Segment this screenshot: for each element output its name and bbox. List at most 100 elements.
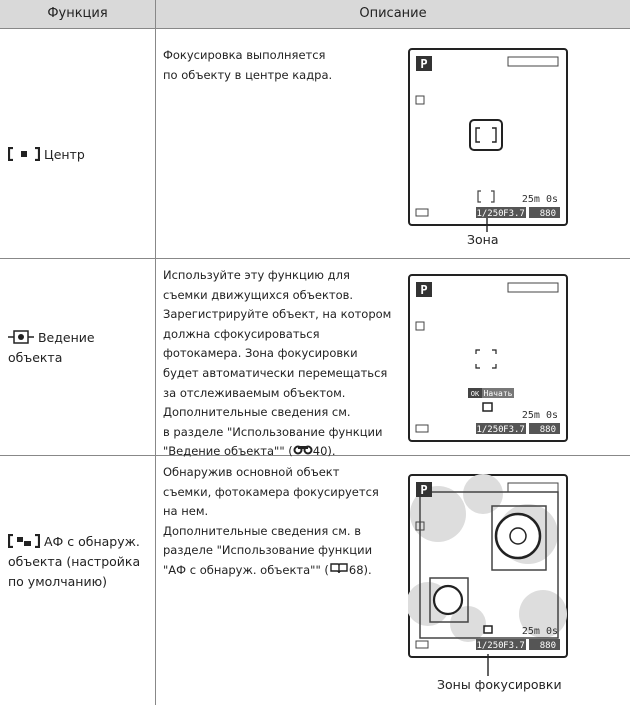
mode-box [416,482,432,497]
aperture: F3.7 [503,641,525,651]
camera-icon [482,402,493,412]
description-line: должна сфокусироваться [163,326,320,341]
description-line: в разделе "Использование функции [163,424,383,439]
side-icon [415,521,425,531]
exposure-box [476,207,526,218]
mode-box [416,282,432,297]
header-function: Функция [47,6,108,21]
background-leaf [450,606,486,642]
shots-box [529,207,560,218]
description: Обнаружив основной объект съемки, фотока… [163,463,379,581]
time: 25m 0s [522,410,558,421]
icon-ref [293,445,313,455]
subject-center [509,527,527,545]
function-text: АФ с обнаруж. [43,534,140,549]
description-line: съемки движущихся объектов. [163,287,354,302]
function-text: Центр [43,147,85,162]
description: Фокусировка выполняется по объекту в цен… [163,46,332,85]
mode: P [420,283,427,297]
shots-box [529,639,560,650]
focus-frame [491,505,547,571]
column-line [155,0,156,705]
camera-screen: P 1/250 F3.7 880 25m 0s [408,474,568,658]
function-text: по умолчанию) [8,574,107,589]
description-line: на нем. [163,504,209,519]
description-line: "АФ с обнаруж. объекта"" ( 68). [163,561,379,581]
shots: 880 [540,641,556,651]
side-icon [415,321,425,331]
time: 25m 0s [522,194,558,205]
function-label: Ведение объекта [8,328,95,368]
row-line [0,455,630,456]
icon-book [330,563,348,574]
header-bar [0,0,630,28]
focus-frame [429,577,469,623]
af-icon [477,190,495,203]
description: Используйте эту функцию для съемки движу… [163,266,391,462]
icon-subject [7,533,41,549]
mode: P [420,57,427,71]
description-line: по объекту в центре кадра. [163,67,333,82]
header-description: Описание [359,6,427,21]
background-leaf [463,474,503,514]
description-line: Зарегистрируйте объект, на котором [163,307,392,322]
camera-icon [483,625,493,634]
callout-line [486,218,488,232]
subject [432,584,464,616]
function-label: АФ с обнаруж. объекта (настройка по умол… [7,532,141,592]
function-label: Центр [7,145,85,165]
text: 68). [348,562,372,577]
shots-box [529,423,560,434]
callout-line [487,654,489,676]
row-line [0,28,630,29]
text: "Ведение объекта"" ( [163,444,293,459]
function-text: объекта [8,350,63,365]
start-box [482,388,514,398]
mode-box [416,56,432,71]
description-line: фотокамера. Зона фокусировки [163,346,358,361]
status-icons [507,282,559,293]
battery [415,208,429,217]
shots: 880 [540,209,556,219]
row-line [0,258,630,259]
background-leaf [519,590,567,638]
screen-frame [408,48,568,226]
description-line: Дополнительные сведения см. [163,405,351,420]
description-line: Фокусировка выполняется [163,48,326,62]
focus-corners [475,349,497,369]
ok: OK [471,390,480,398]
description-line: разделе "Использование функции [163,543,373,558]
battery [415,424,429,433]
function-text: Ведение [37,330,95,345]
description-line: Дополнительные сведения см. в [163,523,362,538]
battery [415,640,429,649]
shutter: 1/250 [476,425,503,435]
icon-tracking [8,330,34,344]
mode: P [420,483,427,497]
side-icon [415,95,425,105]
time: 25m 0s [522,626,558,637]
shutter: 1/250 [476,209,503,219]
description-line: съемки, фотокамера фокусируется [163,484,379,499]
shutter: 1/250 [476,641,503,651]
text: "АФ с обнаруж. объекта"" ( [163,562,329,577]
exposure-box [476,423,526,434]
description-line: будет автоматически перемещаться [163,365,388,380]
zone-highlight [469,119,503,151]
callout-label: Зоны фокусировки [437,677,562,692]
status-icons [507,56,559,67]
aperture: F3.7 [503,425,525,435]
ok-box [468,388,482,398]
camera-screen: P 1/250 F3.7 880 25m 0s OK Начать [408,274,568,442]
description-line: Используйте эту функцию для [163,268,350,282]
callout-label: Зона [467,232,499,247]
subject [494,512,542,560]
camera-screen: P 1/250 F3.7 880 25m 0s [408,48,568,226]
function-text: объекта (настройка [8,554,141,569]
text: 40). [312,444,336,459]
aperture: F3.7 [503,209,525,219]
description-line: "Ведение объекта"" ( 40). [163,442,391,462]
shots: 880 [540,425,556,435]
focus-area [419,491,559,639]
